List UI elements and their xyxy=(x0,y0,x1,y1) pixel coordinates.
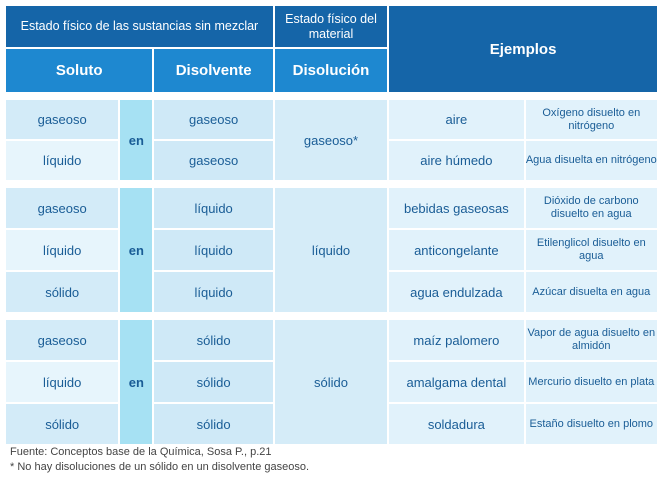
descripcion-cell: Oxígeno disuelto en nitrógeno xyxy=(525,100,657,139)
disolucion-cell: líquido xyxy=(274,188,388,312)
header-disolucion: Disolución xyxy=(274,49,388,92)
source-note: Fuente: Conceptos base de la Química, So… xyxy=(10,446,272,458)
asterisk-note: * No hay disoluciones de un sólido en un… xyxy=(10,461,310,473)
soluto-cell: gaseoso xyxy=(6,188,119,228)
soluto-cell: sólido xyxy=(6,404,119,444)
ejemplo-cell: aire húmedo xyxy=(389,141,524,180)
disolucion-cell: gaseoso* xyxy=(274,100,388,180)
descripcion-cell: Etilenglicol disuelto en agua xyxy=(525,230,657,270)
disolvente-cell: líquido xyxy=(154,188,273,228)
descripcion-cell: Estaño disuelto en plomo xyxy=(525,404,657,444)
soluto-cell: líquido xyxy=(6,141,119,180)
soluto-cell: líquido xyxy=(6,230,119,270)
disolvente-cell: sólido xyxy=(154,404,273,444)
ejemplo-cell: aire xyxy=(389,100,524,139)
ejemplo-cell: agua endulzada xyxy=(389,272,524,312)
ejemplo-cell: maíz palomero xyxy=(389,320,524,360)
header-estado-sin-mezclar: Estado físico de las sustancias sin mezc… xyxy=(6,6,273,47)
connector-en: en xyxy=(120,100,153,180)
disolvente-cell: sólido xyxy=(154,320,273,360)
header-disolvente: Disolvente xyxy=(154,49,273,92)
descripcion-cell: Mercurio disuelto en plata xyxy=(525,362,657,402)
ejemplo-cell: bebidas gaseosas xyxy=(389,188,524,228)
soluto-cell: gaseoso xyxy=(6,320,119,360)
disolvente-cell: líquido xyxy=(154,230,273,270)
disolvente-cell: sólido xyxy=(154,362,273,402)
solutions-table-container: Estado físico de las sustancias sin mezc… xyxy=(4,4,659,446)
connector-en: en xyxy=(120,188,153,312)
descripcion-cell: Agua disuelta en nitrógeno xyxy=(525,141,657,180)
disolucion-cell: sólido xyxy=(274,320,388,444)
ejemplo-cell: amalgama dental xyxy=(389,362,524,402)
descripcion-cell: Azúcar disuelta en agua xyxy=(525,272,657,312)
disolvente-cell: líquido xyxy=(154,272,273,312)
connector-en: en xyxy=(120,320,153,444)
disolvente-cell: gaseoso xyxy=(154,141,273,180)
ejemplo-cell: anticongelante xyxy=(389,230,524,270)
disolvente-cell: gaseoso xyxy=(154,100,273,139)
descripcion-cell: Vapor de agua disuelto en almidón xyxy=(525,320,657,360)
descripcion-cell: Dióxido de carbono disuelto en agua xyxy=(525,188,657,228)
soluto-cell: líquido xyxy=(6,362,119,402)
footer: Fuente: Conceptos base de la Química, So… xyxy=(10,445,309,475)
ejemplo-cell: soldadura xyxy=(389,404,524,444)
solutions-table: Estado físico de las sustancias sin mezc… xyxy=(4,4,659,446)
header-estado-material: Estado físico del material xyxy=(274,6,388,47)
header-soluto: Soluto xyxy=(6,49,153,92)
header-ejemplos: Ejemplos xyxy=(389,6,657,92)
soluto-cell: gaseoso xyxy=(6,100,119,139)
soluto-cell: sólido xyxy=(6,272,119,312)
